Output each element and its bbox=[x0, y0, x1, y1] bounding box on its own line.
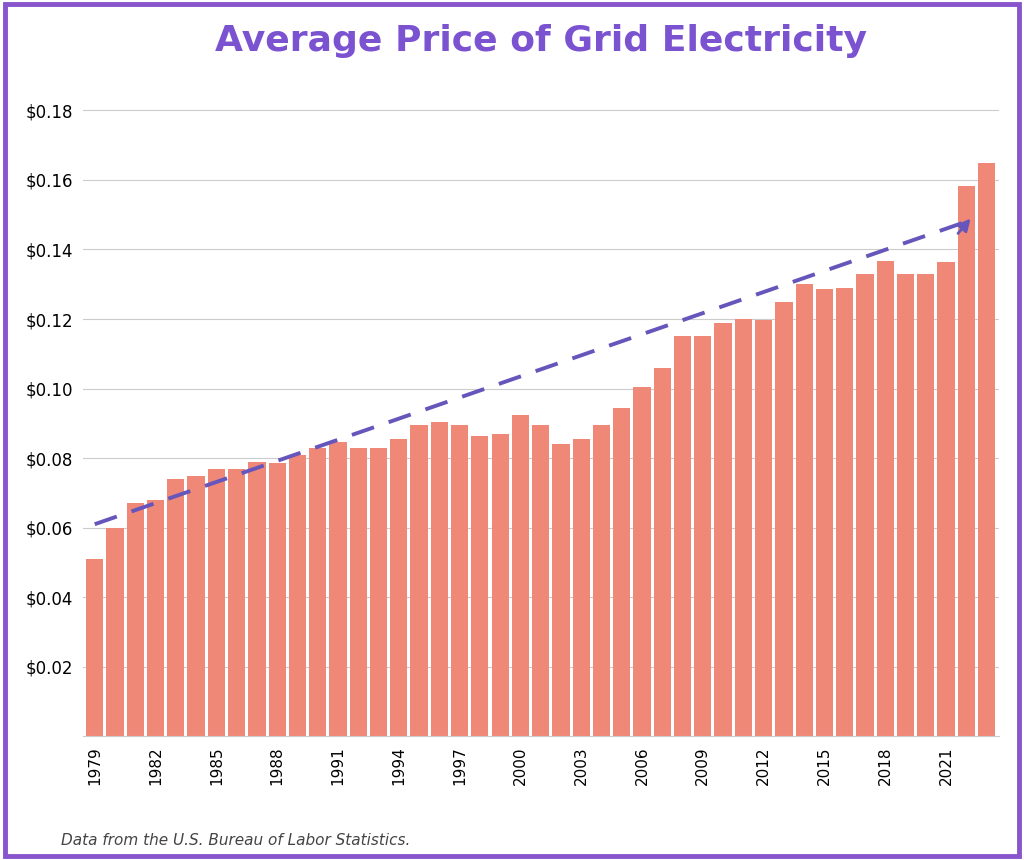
Bar bbox=[370, 448, 387, 736]
Bar bbox=[167, 479, 184, 736]
Bar bbox=[593, 425, 610, 736]
Title: Average Price of Grid Electricity: Average Price of Grid Electricity bbox=[215, 23, 866, 58]
Bar bbox=[897, 274, 914, 736]
Bar bbox=[330, 443, 346, 736]
Bar bbox=[694, 336, 712, 736]
Bar bbox=[796, 285, 813, 736]
Bar bbox=[492, 433, 509, 736]
Text: Data from the U.S. Bureau of Labor Statistics.: Data from the U.S. Bureau of Labor Stati… bbox=[61, 832, 411, 847]
Bar bbox=[187, 476, 205, 736]
Bar bbox=[715, 322, 732, 736]
Bar bbox=[106, 528, 124, 736]
Bar bbox=[937, 261, 954, 736]
Bar bbox=[411, 425, 428, 736]
Bar bbox=[208, 469, 225, 736]
Bar bbox=[512, 415, 529, 736]
Bar bbox=[390, 439, 408, 736]
Bar bbox=[837, 288, 853, 736]
Bar bbox=[532, 425, 549, 736]
Bar bbox=[775, 302, 793, 736]
Bar bbox=[957, 186, 975, 736]
Bar bbox=[86, 559, 103, 736]
Bar bbox=[918, 273, 935, 736]
Bar bbox=[349, 448, 367, 736]
Bar bbox=[289, 455, 306, 736]
Bar bbox=[268, 464, 286, 736]
Bar bbox=[309, 448, 327, 736]
Bar bbox=[674, 336, 691, 736]
Bar bbox=[634, 387, 650, 736]
Bar bbox=[228, 469, 246, 736]
Bar bbox=[978, 163, 995, 736]
Bar bbox=[613, 408, 631, 736]
Bar bbox=[552, 445, 569, 736]
Bar bbox=[653, 368, 671, 736]
Bar bbox=[146, 500, 164, 736]
Bar bbox=[755, 320, 772, 736]
Bar bbox=[471, 435, 488, 736]
Bar bbox=[856, 273, 873, 736]
Bar bbox=[816, 290, 834, 736]
Bar bbox=[431, 421, 447, 736]
Bar bbox=[877, 261, 894, 736]
Bar bbox=[572, 439, 590, 736]
Bar bbox=[127, 503, 144, 736]
Bar bbox=[248, 462, 265, 736]
Bar bbox=[451, 425, 468, 736]
Bar bbox=[735, 319, 752, 736]
